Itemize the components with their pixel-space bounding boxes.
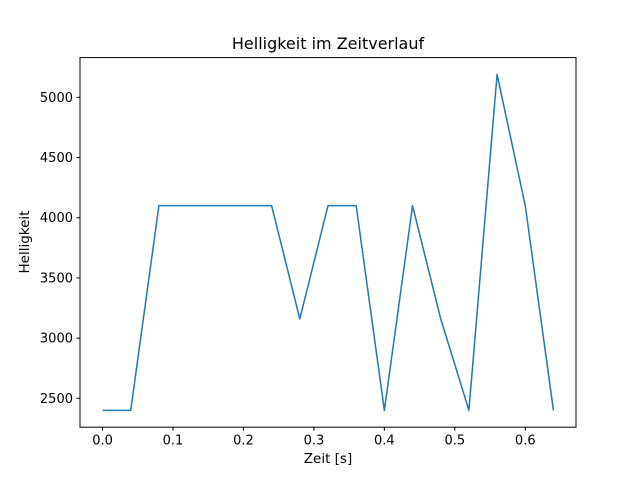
y-tick-label: 4500 [40,151,73,166]
x-tick-label: 0.4 [374,434,395,449]
y-tick-label: 3500 [40,271,73,286]
data-line-helligkeit [102,73,555,412]
x-tick-label: 0.5 [444,434,465,449]
x-axis-label: Zeit [s] [303,451,353,467]
y-axis-ticks: 2500 3000 3500 4000 4500 5000 [40,91,80,407]
x-tick-label: 0.3 [304,434,325,449]
y-tick-label: 3000 [40,332,73,347]
x-tick-label: 0.2 [233,434,254,449]
x-tick-label: 0.0 [92,434,113,449]
y-tick-label: 5000 [40,91,73,106]
x-axis-ticks: 0.0 0.1 0.2 0.3 0.4 0.5 0.6 [92,427,536,449]
y-tick-label: 2500 [40,392,73,407]
y-tick-label: 4000 [40,211,73,226]
plot-border [79,57,577,428]
x-tick-label: 0.1 [163,434,184,449]
x-tick-label: 0.6 [515,434,536,449]
y-axis-label: Helligkeit [17,210,33,274]
chart-title: Helligkeit im Zeitverlauf [231,34,425,53]
